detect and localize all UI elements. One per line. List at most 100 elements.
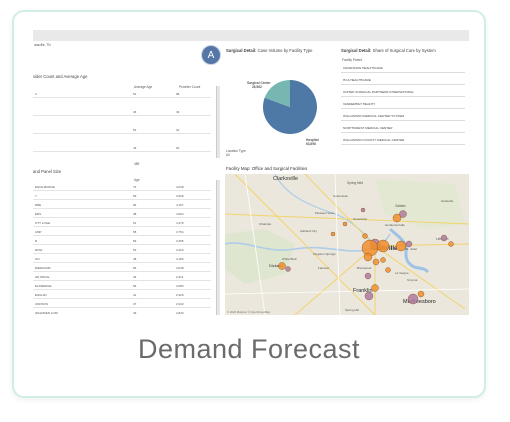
table-cell-count: 3,355	[176, 238, 184, 243]
table-row[interactable]: 43 20	[33, 143, 211, 152]
table-row[interactable]: ON 48 3,189	[33, 254, 211, 263]
facility-marker[interactable]	[407, 293, 419, 305]
facility-marker[interactable]	[395, 240, 407, 252]
facility-marker[interactable]	[372, 258, 380, 266]
table-row[interactable]: HD PRICE 46 2,911	[33, 272, 211, 281]
map-label-spring-hill: Spring Hill	[345, 308, 359, 312]
table-cell-age: 48	[133, 256, 137, 261]
card-caption: Demand Forecast	[137, 334, 361, 364]
pie-value-hospital: 63,898	[306, 142, 316, 146]
table-row[interactable]: RIEDKAMP 56 3,048	[33, 263, 211, 272]
table-row[interactable]: ROW 53 3,420	[33, 245, 211, 254]
table-row[interactable]: h 51 98	[33, 89, 211, 98]
demand-forecast-card[interactable]: ansville, TN vider Count and Average Age…	[12, 10, 486, 398]
pie-slice-hospital[interactable]	[262, 80, 317, 134]
table-row[interactable]: ERS 48 4,094	[33, 209, 211, 218]
facility-marker[interactable]	[405, 240, 413, 248]
pie-label-surgical-center: Surgical Center	[247, 81, 271, 85]
map-label-gallatin: Gallatin	[395, 204, 406, 208]
facility-marker[interactable]	[392, 213, 402, 223]
facility-marker[interactable]	[371, 284, 379, 292]
table-row[interactable]: DBE 66 4,197	[33, 200, 211, 209]
map-label-kingston-springs: Kingston Springs	[313, 252, 336, 256]
facility-marker[interactable]	[363, 252, 373, 262]
table-cell-age: 41	[133, 292, 137, 297]
map-label-hartsville: Hartsville	[441, 199, 454, 203]
map-label-springfield: Spring field	[347, 181, 363, 185]
table-row[interactable]: Y 59 3,609	[33, 191, 211, 200]
table-row[interactable]: 52 31	[33, 125, 211, 134]
table-cell-name: UNDSON	[35, 301, 49, 306]
map-attribution: © 2022 Mapbox © OpenStreetMap	[227, 310, 271, 314]
facility-parent-header: Facility Parent	[342, 58, 363, 62]
provider-table: h 51 98 46 49 52 31 43 20	[33, 89, 223, 159]
table-row[interactable]: AMP 58 3,754	[33, 227, 211, 236]
facility-marker[interactable]	[342, 221, 348, 227]
system-row[interactable]: ASCENSION HEALTHCARE	[341, 63, 465, 73]
facility-marker[interactable]	[385, 267, 391, 273]
system-row[interactable]: NORTHCREST MEDICAL CENTER	[341, 123, 465, 133]
map-label-hendersonville: Hendersonville	[385, 223, 405, 227]
table-cell-name: DBE	[35, 202, 42, 207]
panel-table-scrollbar[interactable]	[216, 180, 220, 315]
table-row[interactable]: R 59 3,355	[33, 236, 211, 245]
system-name: HCA HEALTHCARE	[343, 78, 371, 82]
map-label-murfreesboro: Murfreesboro	[403, 299, 436, 305]
facility-marker[interactable]	[364, 291, 374, 301]
map-canvas[interactable]: Clarksville Spring field Greenbrier Cott…	[225, 174, 469, 315]
facility-marker[interactable]	[330, 231, 336, 237]
panel-size-title: and Panel Size	[33, 169, 62, 174]
map-label-smyrna: Smyrna	[407, 278, 418, 282]
facility-marker[interactable]	[417, 290, 425, 298]
facility-marker[interactable]	[399, 210, 407, 218]
facility-marker[interactable]	[376, 239, 390, 253]
provider-table-scrollbar[interactable]	[216, 86, 220, 158]
table-cell-age: 56	[133, 283, 137, 288]
facility-map[interactable]: Clarksville Spring field Greenbrier Cott…	[225, 174, 469, 315]
facility-marker[interactable]	[440, 234, 448, 242]
table-row[interactable]: 46 49	[33, 107, 211, 116]
avg-age-header: Average Age	[134, 85, 153, 89]
pie-slice-surgical-center[interactable]	[264, 79, 290, 107]
table-cell-age: 56	[133, 265, 137, 270]
table-row[interactable]: WALDREN LORI 49 2,833	[33, 308, 211, 315]
location-type-value[interactable]: All	[226, 153, 230, 157]
table-cell-count: 4,379	[176, 220, 184, 225]
table-cell-age: 46	[133, 274, 137, 279]
facility-marker[interactable]	[364, 272, 372, 280]
case-volume-title: Surgical Detail: Case Volume by Facility…	[226, 48, 313, 53]
table-cell-count: 3,048	[176, 265, 184, 270]
table-cell-name: ELDREDGE	[35, 283, 52, 288]
system-row[interactable]: HCA HEALTHCARE	[341, 75, 465, 85]
pie-value-surgical-center: 26,562	[252, 85, 262, 89]
system-row[interactable]: UNITED SURGICAL PARTNERS INTERNATIONAL	[341, 87, 465, 97]
system-name: WILLIAMSON MEDICAL CENTER SYSTEM	[343, 114, 405, 118]
table-row[interactable]: UNDSON 37 2,943	[33, 299, 211, 308]
table-cell-count: 2,911	[176, 274, 184, 279]
table-row[interactable]: OTT LOGE 61 4,379	[33, 218, 211, 227]
table-cell-count: 2,833	[176, 310, 184, 315]
system-row[interactable]: WILLIAMSON COUNTY MEDICAL CENTER	[341, 135, 465, 145]
facility-marker[interactable]	[362, 233, 368, 239]
map-label-cottontown: Cottontown	[333, 194, 349, 198]
map-label-la-vergne: La Vergne	[395, 271, 409, 275]
system-name: NORTHCREST MEDICAL CENTER	[343, 126, 393, 130]
table-cell-name: ERS	[35, 211, 42, 216]
map-label-dickson: Dickson	[269, 263, 283, 268]
facility-marker[interactable]	[360, 207, 366, 213]
table-cell-name: HD PRICE	[35, 274, 50, 279]
facility-marker[interactable]	[285, 266, 291, 272]
table-row[interactable]: ENCE BURGE 73 4,038	[33, 182, 211, 191]
map-label-clarksville: Clarksville	[273, 176, 298, 182]
facility-marker[interactable]	[278, 262, 286, 270]
system-row[interactable]: WILLIAMSON MEDICAL CENTER SYSTEM	[341, 111, 465, 121]
system-row[interactable]: VANDERBILT HEALTH	[341, 99, 465, 109]
table-row[interactable]: ELDREDGE 56 3,083	[33, 281, 211, 290]
map-label-franklin: Franklin	[353, 288, 373, 294]
table-row[interactable]: ENGUIN 41 2,929	[33, 290, 211, 299]
facility-marker[interactable]	[380, 257, 386, 263]
facility-marker[interactable]	[448, 241, 454, 247]
table-cell-age: 61	[133, 220, 137, 225]
table-cell-name: ON	[35, 256, 40, 261]
map-label-brentwood: Brentwood	[357, 266, 372, 270]
